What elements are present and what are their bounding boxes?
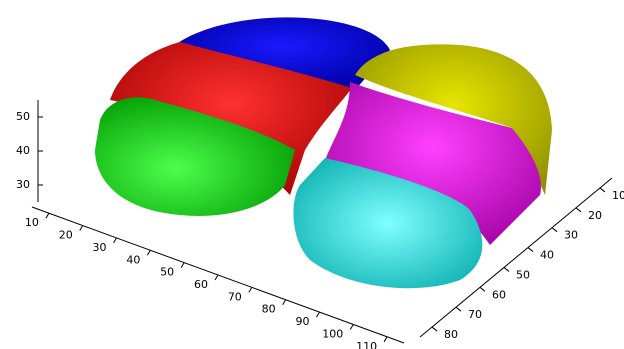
y-tick-label: 40 [540,249,554,262]
x-tick [248,287,253,293]
x-tick-label: 50 [160,266,174,279]
z-tick-label: 40 [16,144,30,157]
x-tick [146,250,151,256]
x-tick-label: 60 [194,278,208,291]
y-axis [419,177,613,338]
y-tick-label: 50 [516,268,530,281]
y-tick-label: 80 [444,328,458,341]
x-tick-label: 70 [228,290,242,303]
x-tick-label: 90 [295,315,309,328]
x-tick [45,212,50,219]
y-tick-label: 10 [612,189,624,202]
y-tick [455,306,462,312]
x-tick [113,237,117,244]
y-tick [527,247,534,252]
green-region [95,97,295,216]
x-tick [79,225,84,231]
x-tick-label: 110 [356,340,377,349]
y-tick-label: 60 [492,288,506,301]
magenta-region [325,82,541,245]
x-tick [214,274,219,281]
x-tick [316,311,320,318]
x-tick-label: 30 [93,241,107,254]
yellow-region [355,44,552,195]
x-tick-label: 20 [59,229,73,242]
x-tick-label: 80 [262,303,276,316]
y-tick-label: 70 [468,308,482,321]
x-tick-label: 40 [126,253,140,266]
cyan-region [293,158,483,289]
z-tick-label: 30 [16,178,30,191]
y-tick [575,207,582,213]
blue-region [175,17,390,90]
y-tick [503,267,510,272]
y-tick [479,286,486,292]
x-tick-label: 10 [25,216,39,229]
x-tick [349,324,354,330]
z-tick-label: 50 [16,110,30,123]
x-tick [282,299,287,305]
y-tick [599,187,606,193]
y-tick [551,227,558,233]
x-tick [383,336,388,343]
y-tick [431,326,438,332]
surfaces [95,17,552,289]
x-tick-label: 100 [322,327,343,340]
x-tick [180,262,185,268]
y-tick-label: 20 [588,209,602,222]
y-tick-label: 30 [564,229,578,242]
axes: 10 20 30 40 50 60 70 80 90 100 110 10 20 30 40 50 60 70 80… [16,100,624,349]
